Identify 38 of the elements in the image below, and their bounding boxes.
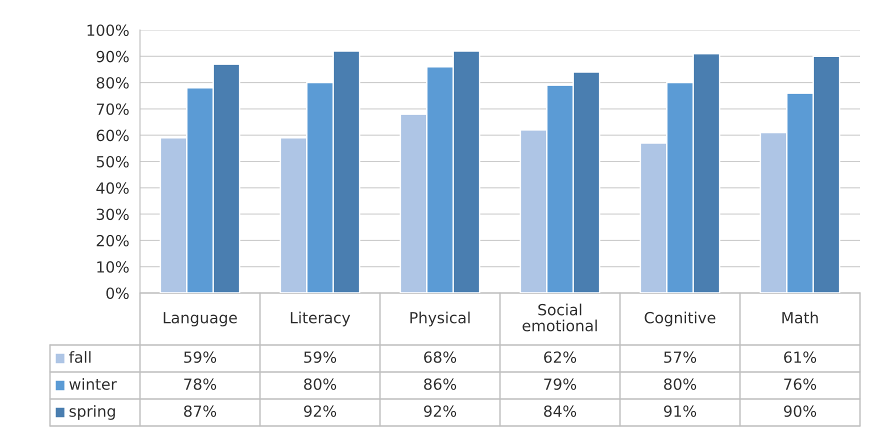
data-label: 76% [784,378,816,390]
data-label: 62% [544,351,576,363]
data-label: 92% [424,405,456,417]
y-tick-label: 0% [106,287,129,300]
y-tick-label: 30% [96,208,129,220]
x-tick-label: Cognitive [644,312,716,326]
legend-label: winter [69,378,117,390]
data-label: 91% [664,405,696,417]
y-tick-label: 100% [88,24,129,36]
y-tick-label: 60% [96,130,129,142]
data-label: 61% [784,351,816,363]
data-label: 86% [424,378,456,390]
data-label: 90% [784,405,816,417]
data-label: 68% [424,351,456,363]
data-label: 57% [664,351,696,363]
data-label: 59% [184,351,216,363]
data-label: 80% [304,378,336,390]
x-tick-label: Language [164,312,237,326]
legend-label: fall [69,351,91,363]
data-label: 79% [544,378,576,390]
data-label: 92% [304,405,336,417]
y-tick-label: 40% [96,182,129,194]
x-tick-label: Social emotional [522,304,597,332]
y-tick-label: 50% [96,156,129,168]
x-tick-label: Math [782,312,818,324]
data-label: 80% [664,378,696,390]
x-tick-label: Physical [410,312,470,326]
y-tick-label: 70% [96,103,129,115]
y-tick-label: 10% [97,261,129,273]
y-tick-label: 90% [96,50,129,62]
data-label: 59% [304,351,336,363]
data-label: 78% [184,378,216,390]
y-tick-label: 80% [96,77,129,89]
x-tick-label: Literacy [290,312,350,326]
data-label: 84% [544,405,576,417]
data-label: 87% [184,405,216,417]
legend-label: spring [70,405,115,420]
y-tick-label: 20% [96,234,129,246]
